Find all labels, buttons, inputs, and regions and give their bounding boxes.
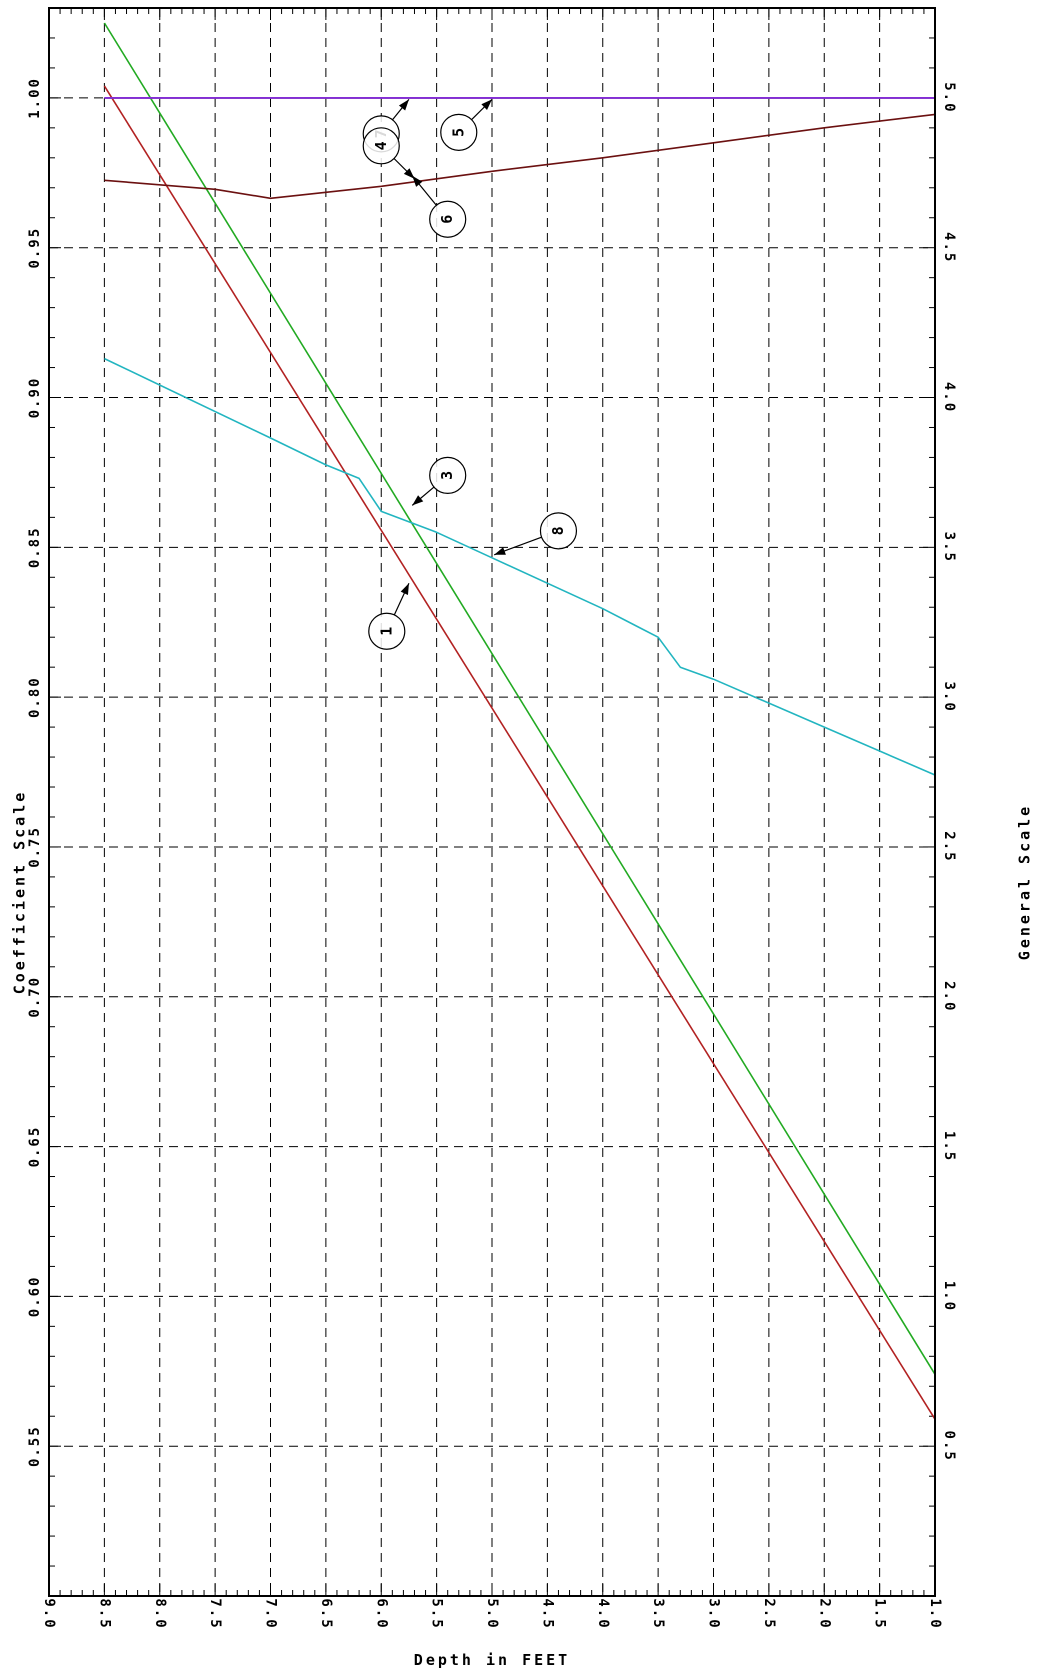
depth-tick-label: 6.0 [373,1598,389,1629]
general-tick-label: 3.5 [941,532,957,563]
general-tick-label: 5.0 [941,82,957,113]
grid-layer [49,8,935,1596]
coefficient-tick-label: 0.85 [27,526,43,568]
annotation-arrowhead-8 [494,547,506,555]
coefficient-tick-label: 0.60 [27,1276,43,1318]
general-tick-label: 0.5 [941,1431,957,1462]
general-tick-label: 2.5 [941,831,957,862]
depth-tick-label: 1.0 [927,1598,943,1629]
depth-tick-label: 2.0 [816,1598,832,1629]
coefficient-tick-label: 0.95 [27,227,43,269]
general-tick-label: 4.5 [941,232,957,263]
annotations-layer: 1385746 [362,98,578,650]
depth-tick-label: 1.5 [872,1598,888,1629]
general-tick-label: 1.5 [941,1131,957,1162]
depth-tick-label: 8.0 [152,1598,168,1629]
general-tick-label: 1.0 [941,1281,957,1312]
series-line-3 [103,22,936,1375]
annotation-circle-6 [429,200,467,238]
annotation-label-5: 5 [449,128,467,137]
left-axis-title: Coefficient Scale [11,790,29,995]
annotation-label-1: 1 [377,627,395,636]
general-tick-label: 4.0 [941,382,957,413]
annotation-circle-1 [368,612,406,650]
right-axis-title: General Scale [1016,804,1034,960]
coefficient-tick-label: 0.65 [27,1126,43,1168]
labels-layer: 9.0 8.5 8.0 7.5 7.0 6.5 6.0 5.5 5.0 4.5 4.0 3.5 3.0 2… [27,77,957,1630]
depth-tick-label: 5.5 [429,1598,445,1629]
depth-tick-label: 4.5 [539,1598,555,1629]
annotation-arrowhead-7 [398,99,409,111]
annotation-arrowhead-4 [403,168,415,179]
annotation-label-6: 6 [438,215,456,224]
annotation-label-8: 8 [549,526,567,535]
annotation-label-3: 3 [438,471,456,480]
x-axis-title: Depth in FEET [414,1651,570,1669]
depth-tick-label: 7.0 [263,1598,279,1629]
depth-tick-label: 9.0 [41,1598,57,1629]
depth-tick-label: 7.5 [207,1598,223,1629]
annotation-arrowhead-6 [412,175,423,187]
annotation-arrowhead-1 [400,583,409,595]
coefficient-tick-label: 0.90 [27,377,43,419]
annotation-circle-4 [362,127,400,165]
series-layer [103,22,936,1420]
depth-tick-label: 5.0 [484,1598,500,1629]
annotation-circle-5 [440,113,478,151]
coefficient-tick-label: 0.70 [27,976,43,1018]
depth-tick-label: 2.5 [761,1598,777,1629]
depth-tick-label: 8.5 [96,1598,112,1629]
coefficient-tick-label: 1.00 [27,77,43,119]
series-line-8 [104,357,936,776]
depth-tick-label: 6.5 [318,1598,334,1629]
coefficient-tick-label: 0.55 [27,1425,43,1467]
annotation-circle-3 [429,456,467,495]
general-tick-label: 3.0 [941,681,957,712]
series-line-1 [103,85,936,1420]
annotation-arrowhead-3 [412,495,424,506]
tick-marks-layer [48,7,936,1597]
series-line-6 [104,113,936,200]
coefficient-tick-label: 0.75 [27,826,43,868]
annotation-arrowhead-5 [481,99,492,110]
depth-tick-label: 3.5 [650,1598,666,1629]
plot-frame [48,7,936,1597]
depth-tick-label: 4.0 [595,1598,611,1629]
annotation-label-4: 4 [372,141,390,150]
coefficient-tick-label: 0.80 [27,676,43,718]
general-tick-label: 2.0 [941,981,957,1012]
depth-tick-label: 3.0 [706,1598,722,1629]
annotation-circle-8 [539,512,578,550]
